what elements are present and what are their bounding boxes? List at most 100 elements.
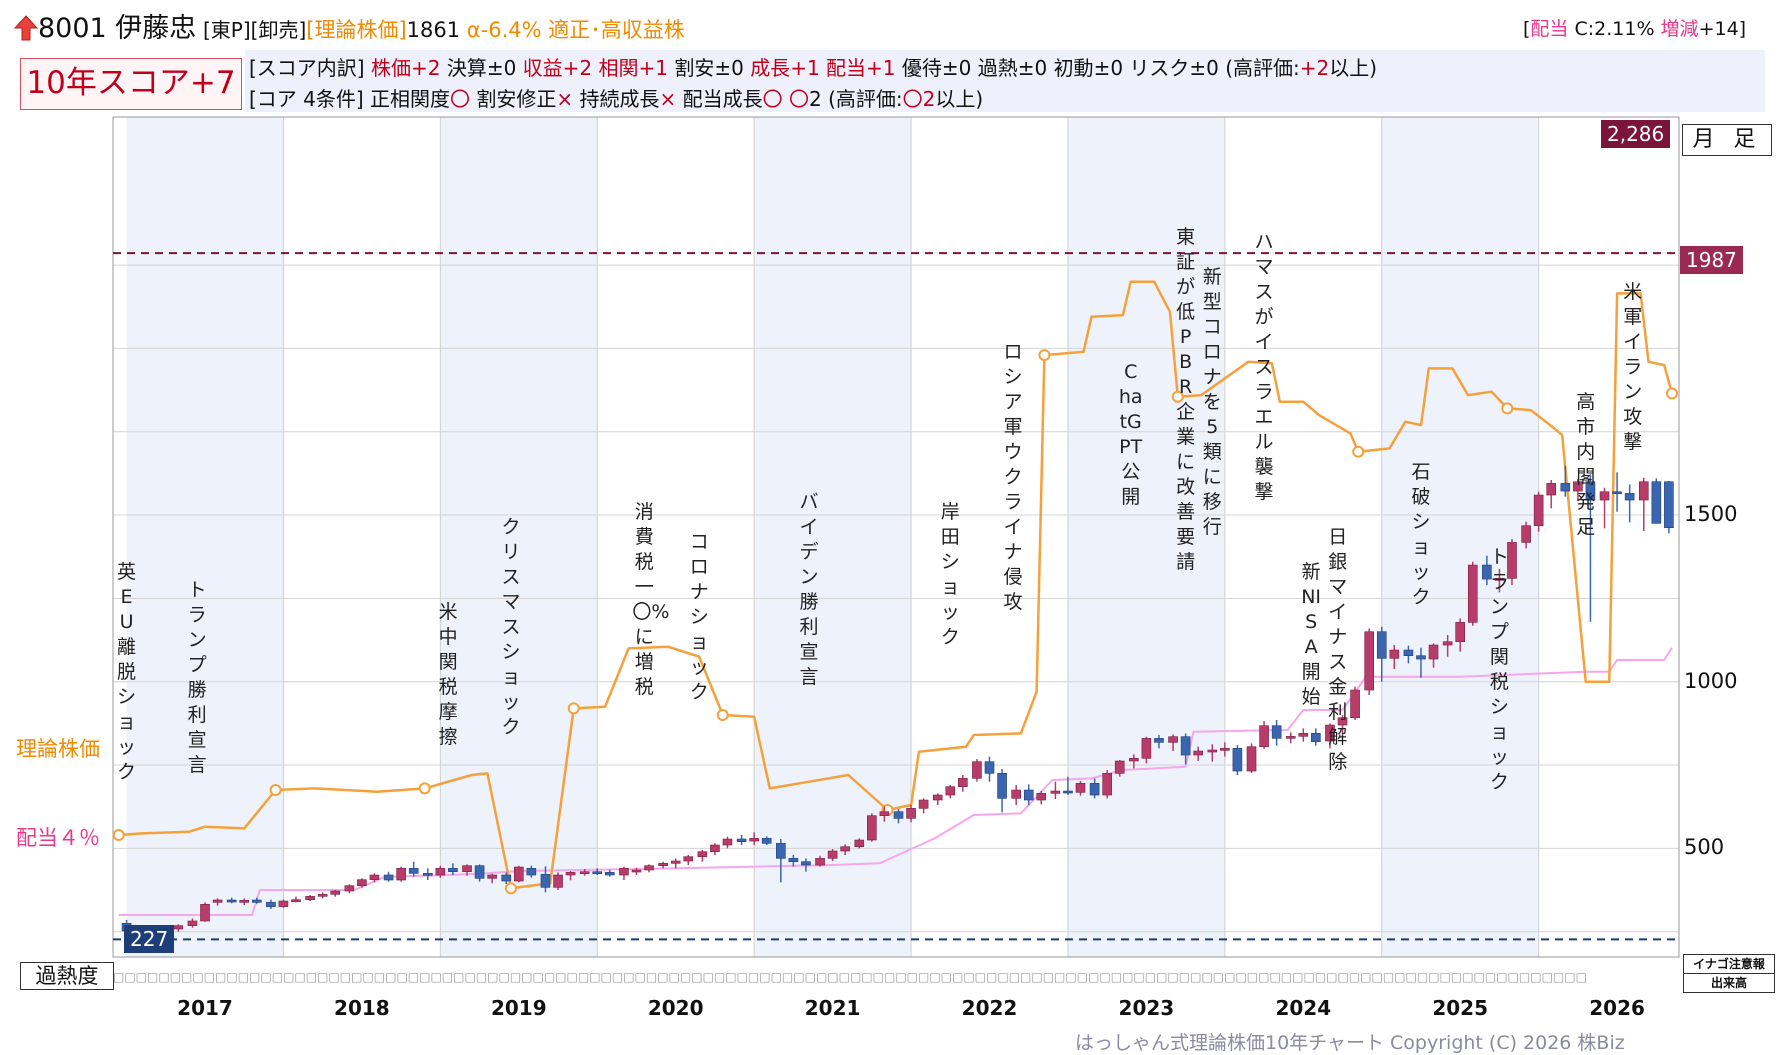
candle bbox=[369, 873, 380, 883]
candle bbox=[710, 843, 720, 856]
event-annotation: 石破ショック bbox=[1411, 461, 1431, 608]
event-annotation: バイデン勝利宣言 bbox=[799, 491, 819, 688]
candle-body bbox=[291, 899, 301, 902]
candle bbox=[1442, 635, 1453, 657]
candle-body bbox=[501, 874, 512, 882]
theory-value: 1861 bbox=[406, 18, 461, 42]
stock-tags: [東P][卸売] bbox=[202, 18, 307, 42]
candle bbox=[827, 849, 838, 862]
core-count: 2 bbox=[809, 87, 829, 111]
candle bbox=[1507, 539, 1517, 586]
candle-body bbox=[984, 761, 995, 774]
candle-body bbox=[1442, 641, 1453, 646]
candle bbox=[670, 858, 681, 869]
breakdown-label: 収益 bbox=[522, 56, 563, 80]
core-prefix: [コア 4条件] bbox=[249, 87, 371, 111]
candle bbox=[879, 806, 890, 822]
verdict-separator: ･ bbox=[590, 18, 601, 42]
inago-box: イナゴ注意報 bbox=[1683, 954, 1775, 974]
candle bbox=[619, 866, 629, 881]
candle bbox=[501, 872, 512, 885]
candle-body bbox=[605, 872, 615, 876]
x-tick-label: 2021 bbox=[804, 996, 861, 1020]
candle bbox=[1533, 491, 1544, 532]
y-tick-label: 1000 bbox=[1684, 668, 1738, 693]
alpha-value: α-6.4% bbox=[466, 18, 542, 42]
candle-body bbox=[187, 920, 198, 926]
candle-body bbox=[1624, 493, 1635, 501]
y-tick-label: 500 bbox=[1684, 835, 1725, 860]
year-band bbox=[126, 117, 284, 957]
candle bbox=[212, 898, 223, 906]
candle bbox=[776, 839, 786, 883]
core-mark: 〇 bbox=[762, 87, 790, 111]
candle-body bbox=[710, 844, 720, 852]
candle bbox=[1102, 770, 1112, 799]
candle bbox=[448, 863, 458, 876]
breakdown-value: +2 bbox=[562, 56, 599, 80]
candle-body bbox=[958, 778, 968, 787]
breakdown-value: ±0 bbox=[714, 56, 751, 80]
breakdown-value: ±0 bbox=[486, 56, 523, 80]
breakdown-band bbox=[245, 50, 1765, 112]
candle bbox=[1193, 746, 1203, 762]
candle-body bbox=[619, 868, 629, 876]
candle-body bbox=[1507, 542, 1517, 579]
candle-body bbox=[1364, 631, 1374, 691]
x-tick-label: 2026 bbox=[1589, 996, 1645, 1020]
candle bbox=[683, 855, 694, 866]
candle bbox=[1063, 776, 1073, 796]
event-annotation: トランプ関税ショック bbox=[1489, 546, 1509, 793]
candle bbox=[344, 884, 355, 894]
candle-body bbox=[1050, 790, 1061, 794]
breakdown-value: ±0 bbox=[1189, 56, 1226, 80]
candle-body bbox=[487, 874, 497, 879]
candle-body bbox=[1180, 736, 1191, 756]
candle-body bbox=[840, 846, 850, 852]
candle bbox=[644, 864, 654, 873]
candle-body bbox=[1193, 750, 1203, 756]
core-suffix-end: 以上) bbox=[935, 87, 984, 111]
candle bbox=[1168, 734, 1178, 752]
timeframe-button[interactable]: 月 足 bbox=[1682, 124, 1772, 156]
arrow-up-icon bbox=[13, 15, 39, 41]
candle bbox=[1585, 474, 1596, 622]
candle-body bbox=[1546, 483, 1557, 496]
candle-body bbox=[474, 865, 485, 879]
candle-body bbox=[526, 868, 537, 876]
stock-code-name: 8001 伊藤忠 bbox=[38, 13, 197, 44]
candle-body bbox=[683, 856, 694, 862]
theory-marker bbox=[269, 784, 282, 797]
candle bbox=[396, 866, 406, 882]
dividend-value: C:2.11% bbox=[1568, 18, 1661, 40]
candle bbox=[383, 871, 394, 882]
candle bbox=[592, 868, 603, 876]
candle bbox=[330, 890, 341, 897]
candle-body bbox=[1585, 481, 1596, 501]
candle-body bbox=[357, 879, 367, 886]
candle bbox=[1271, 720, 1282, 746]
candle-body bbox=[1220, 748, 1230, 751]
breakdown-prefix: [スコア内訳] bbox=[249, 56, 371, 80]
candle-body bbox=[1521, 525, 1531, 543]
core-count-mark: 〇 bbox=[789, 87, 810, 111]
core-suffix: (高評価: bbox=[828, 87, 903, 111]
event-annotation: 日銀マイナス金利解除 bbox=[1328, 526, 1348, 773]
candle-body bbox=[1063, 790, 1073, 794]
event-annotation: ChatGPT公開 bbox=[1118, 361, 1143, 508]
category: 高収益株 bbox=[600, 18, 685, 42]
candle-body bbox=[1455, 622, 1465, 643]
breakdown-label: 相関 bbox=[598, 56, 639, 80]
candle-body bbox=[579, 871, 590, 874]
candle-body bbox=[383, 874, 394, 881]
theory-polyline bbox=[118, 280, 1674, 890]
dividend-change-label: 増減 bbox=[1660, 18, 1699, 40]
year-band bbox=[754, 117, 912, 957]
candle bbox=[474, 864, 485, 882]
candle bbox=[305, 895, 315, 902]
event-annotation: 米軍イラン攻撃 bbox=[1623, 281, 1643, 453]
event-annotation: 消費税一〇%に増税 bbox=[632, 501, 670, 698]
candle-body bbox=[1599, 491, 1610, 501]
core-conditions: [コア 4条件] 正相関度〇 割安修正× 持続成長× 配当成長〇 〇2 (高評価… bbox=[249, 83, 983, 112]
